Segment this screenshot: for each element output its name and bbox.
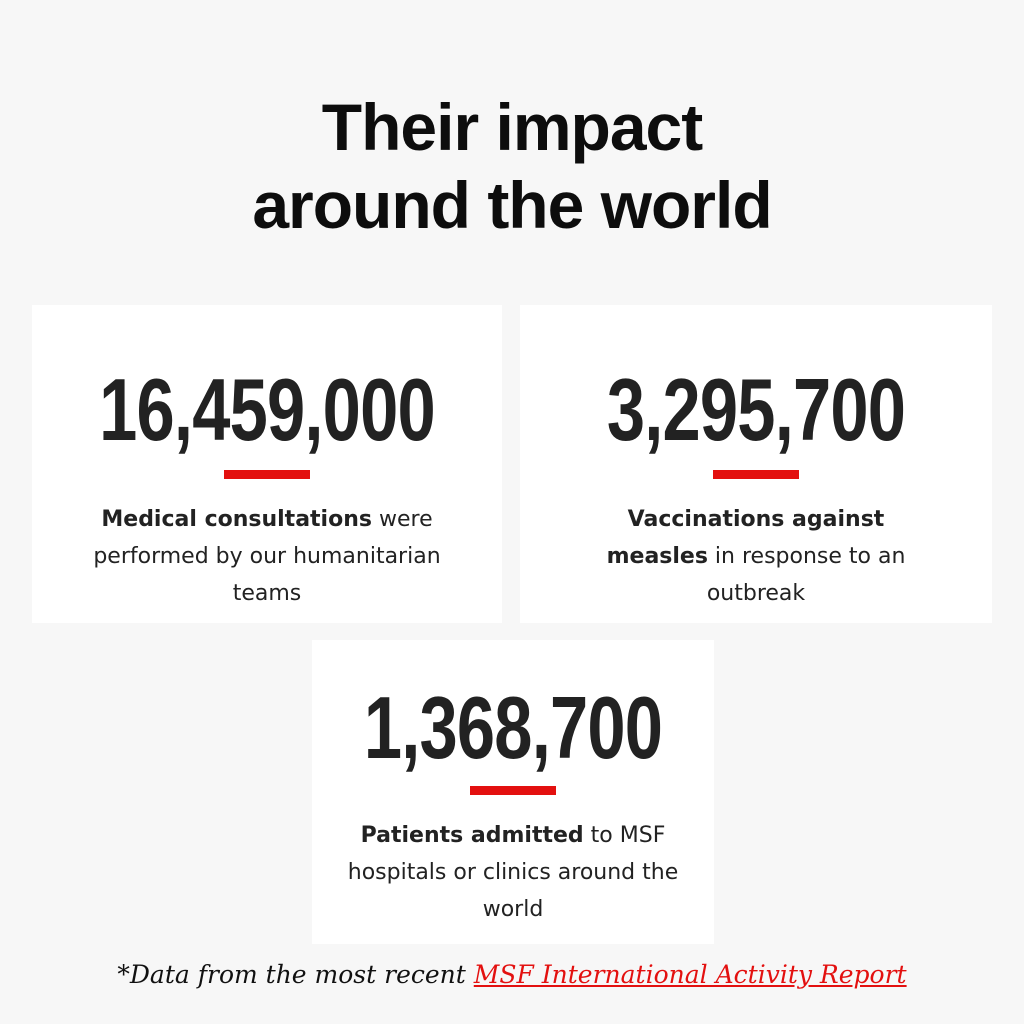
stat-number: 1,368,700 <box>363 678 663 777</box>
footer-note: *Data from the most recent MSF Internati… <box>0 960 1024 989</box>
accent-bar <box>470 786 556 795</box>
stat-rest: in response to an outbreak <box>706 544 906 606</box>
stat-description: Patients admitted to MSF hospitals or cl… <box>342 817 684 928</box>
stat-number: 3,295,700 <box>606 360 906 459</box>
stat-card-patients: 1,368,700 Patients admitted to MSF hospi… <box>312 640 714 944</box>
accent-bar <box>224 470 310 479</box>
stat-bold: Patients admitted <box>360 823 584 848</box>
activity-report-link[interactable]: MSF International Activity Report <box>473 960 907 989</box>
stat-rest: were performed by our humanitarian teams <box>93 507 441 606</box>
stat-card-vaccinations: 3,295,700 Vaccinations against measles i… <box>520 305 992 623</box>
stat-description: Medical consultations were performed by … <box>72 501 462 612</box>
footer-prefix: *Data from the most recent <box>117 960 474 989</box>
stat-bold: Vaccinations against measles <box>606 507 885 569</box>
accent-bar <box>713 470 799 479</box>
stat-description: Vaccinations against measles in response… <box>580 501 932 612</box>
stat-card-consultations: 16,459,000 Medical consultations were pe… <box>32 305 502 623</box>
stat-number: 16,459,000 <box>99 360 436 459</box>
stat-bold: Medical consultations <box>101 507 372 532</box>
title-line-2: around the world <box>252 168 772 242</box>
stat-rest: to MSF hospitals or clinics around the w… <box>347 823 679 922</box>
page-title: Their impact around the world <box>0 88 1024 244</box>
title-line-1: Their impact <box>321 90 703 164</box>
